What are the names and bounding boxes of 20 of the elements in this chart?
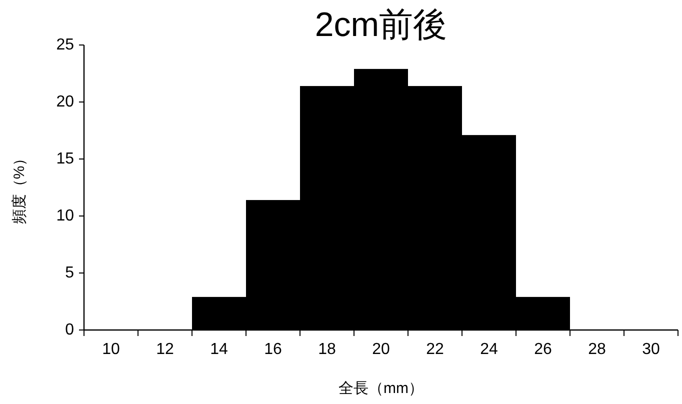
x-tick-label: 10 [102,341,120,358]
y-tick-label: 10 [56,208,74,224]
y-tick-label: 20 [56,94,74,110]
y-tick-label: 25 [56,36,74,54]
x-tick-label: 28 [588,341,606,358]
x-tick-label: 26 [534,341,552,358]
y-tick-label: 0 [65,322,74,338]
y-tick-label: 5 [65,264,74,282]
x-tick-label: 30 [642,341,660,358]
x-tick-label: 22 [426,341,444,358]
x-tick-label: 12 [156,341,174,358]
x-tick-label: 16 [264,341,282,358]
y-tick-label: 15 [56,150,74,168]
x-tick-label: 24 [480,341,498,358]
chart-title: 2cm前後 [314,6,448,44]
x-tick-label: 14 [210,341,228,358]
x-axis-title: 全長（mm） [338,380,424,397]
x-tick-label: 18 [318,341,336,358]
y-axis-title: 頻度（%） [11,150,28,224]
x-tick-label: 20 [372,341,390,358]
